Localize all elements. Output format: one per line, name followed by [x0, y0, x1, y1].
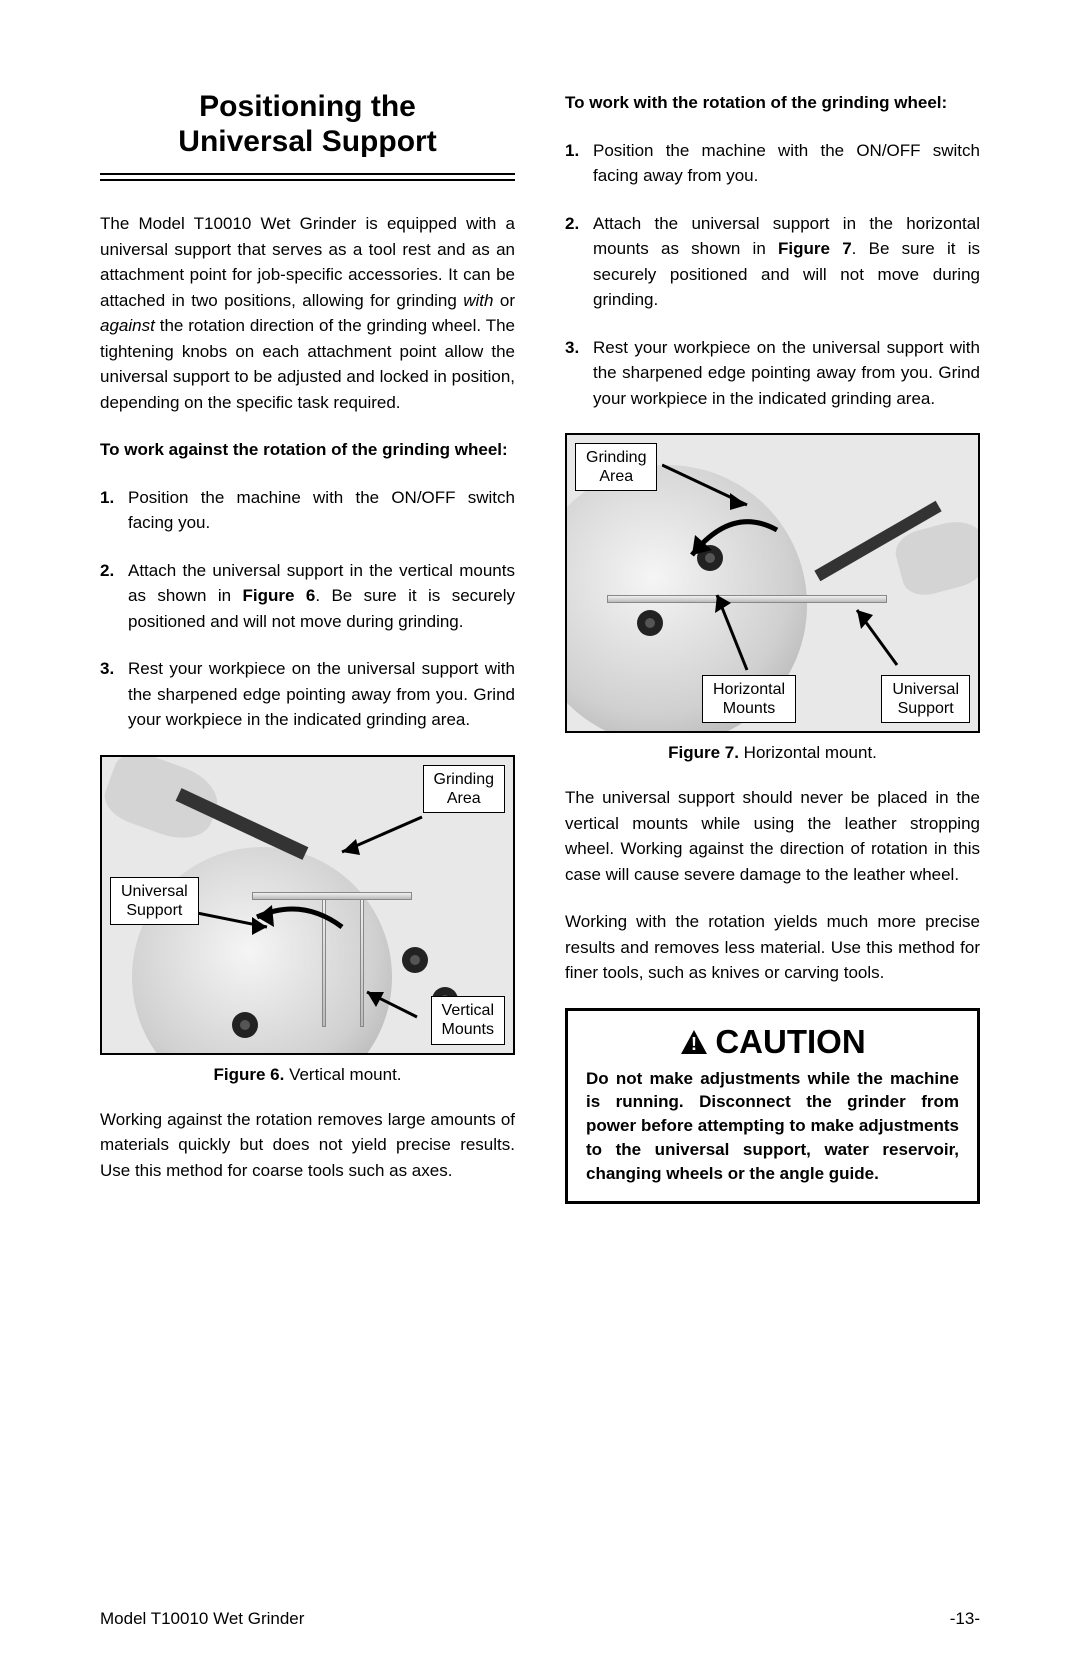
callout-arrow-icon — [332, 807, 432, 857]
figure-label: GrindingArea — [423, 765, 505, 813]
figure-6-box: GrindingArea UniversalSupport VerticalMo… — [100, 755, 515, 1055]
figure-6-caption: Figure 6. Vertical mount. — [100, 1065, 515, 1085]
step-text: Position the machine with the ON/OFF swi… — [128, 485, 515, 536]
caution-body: Do not make adjustments while the machin… — [586, 1067, 959, 1186]
page-content: Positioning the Universal Support The Mo… — [0, 0, 1080, 1244]
steps-against: 1. Position the machine with the ON/OFF … — [100, 485, 515, 733]
steps-with: 1. Position the machine with the ON/OFF … — [565, 138, 980, 412]
footer-left: Model T10010 Wet Grinder — [100, 1609, 304, 1629]
figure-label: UniversalSupport — [110, 877, 199, 925]
after-figure-6-text: Working against the rotation removes lar… — [100, 1107, 515, 1184]
after-figure-7-text-1: The universal support should never be pl… — [565, 785, 980, 887]
caution-title: ! CAUTION — [586, 1023, 959, 1061]
step-number: 2. — [100, 558, 128, 635]
step-number: 3. — [565, 335, 593, 412]
callout-arrow-icon — [707, 585, 767, 675]
page-footer: Model T10010 Wet Grinder -13- — [100, 1609, 980, 1629]
figure-label: HorizontalMounts — [702, 675, 796, 723]
caution-box: ! CAUTION Do not make adjustments while … — [565, 1008, 980, 1205]
step-item: 2. Attach the universal support in the v… — [100, 558, 515, 635]
sub-heading-against: To work against the rotation of the grin… — [100, 437, 515, 463]
step-text: Position the machine with the ON/OFF swi… — [593, 138, 980, 189]
step-text: Rest your workpiece on the universal sup… — [128, 656, 515, 733]
intro-paragraph: The Model T10010 Wet Grinder is equipped… — [100, 211, 515, 415]
warning-triangle-icon: ! — [679, 1028, 709, 1056]
divider-thin — [100, 179, 515, 181]
step-number: 1. — [100, 485, 128, 536]
footer-right: -13- — [950, 1609, 980, 1629]
step-number: 2. — [565, 211, 593, 313]
knob — [232, 1012, 258, 1038]
step-number: 3. — [100, 656, 128, 733]
figure-7-caption: Figure 7. Horizontal mount. — [565, 743, 980, 763]
rotation-arrow-icon — [242, 887, 362, 957]
step-item: 2. Attach the universal support in the h… — [565, 211, 980, 313]
figure-label: GrindingArea — [575, 443, 657, 491]
section-title: Positioning the Universal Support — [100, 90, 515, 159]
step-number: 1. — [565, 138, 593, 189]
divider-thick — [100, 173, 515, 175]
caution-title-text: CAUTION — [715, 1023, 865, 1061]
sub-heading-with: To work with the rotation of the grindin… — [565, 90, 980, 116]
knob — [402, 947, 428, 973]
callout-arrow-icon — [847, 605, 917, 675]
figure-label: UniversalSupport — [881, 675, 970, 723]
right-column: To work with the rotation of the grindin… — [565, 90, 980, 1204]
svg-text:!: ! — [691, 1034, 697, 1054]
left-column: Positioning the Universal Support The Mo… — [100, 90, 515, 1204]
step-item: 3. Rest your workpiece on the universal … — [100, 656, 515, 733]
step-item: 1. Position the machine with the ON/OFF … — [565, 138, 980, 189]
figure-label: VerticalMounts — [431, 996, 505, 1044]
callout-arrow-icon — [362, 987, 432, 1027]
figure-7-box: GrindingArea HorizontalMounts UniversalS… — [565, 433, 980, 733]
step-text: Rest your workpiece on the universal sup… — [593, 335, 980, 412]
step-text: Attach the universal support in the vert… — [128, 558, 515, 635]
step-item: 3. Rest your workpiece on the universal … — [565, 335, 980, 412]
step-item: 1. Position the machine with the ON/OFF … — [100, 485, 515, 536]
step-text: Attach the universal support in the hori… — [593, 211, 980, 313]
after-figure-7-text-2: Working with the rotation yields much mo… — [565, 909, 980, 986]
rotation-arrow-icon — [677, 495, 797, 575]
title-line-2: Universal Support — [178, 125, 436, 158]
knob — [637, 610, 663, 636]
title-line-1: Positioning the — [199, 90, 416, 123]
